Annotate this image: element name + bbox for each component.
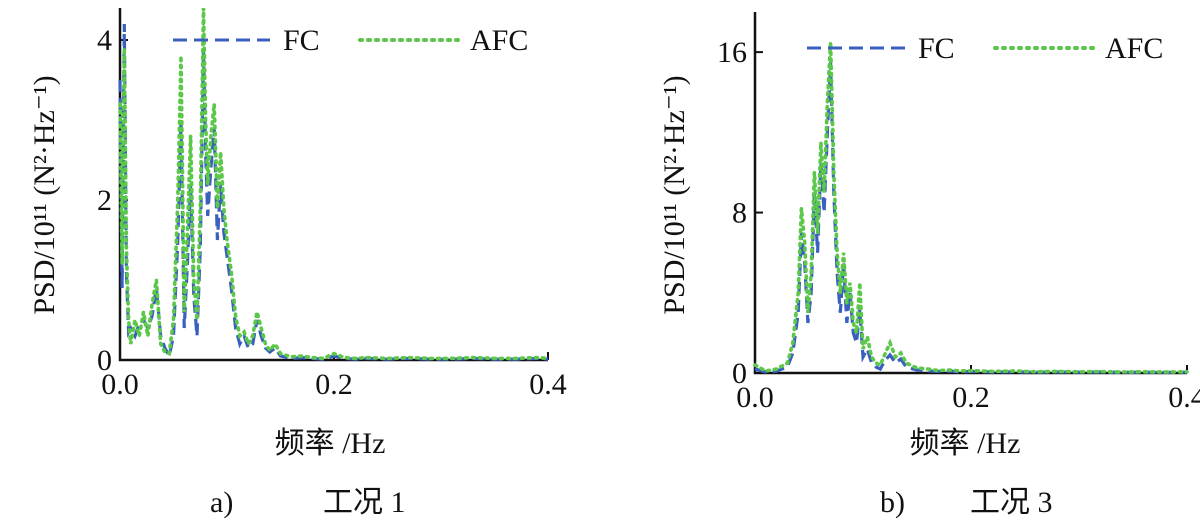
y-axis-label-b: PSD/10¹¹ (N²·Hz⁻¹): [658, 75, 691, 314]
legend-afc-label-b: AFC: [1105, 32, 1163, 65]
series-afc-line-a: [118, 7, 550, 361]
y-tick-label-a: 0: [97, 344, 112, 377]
legend-fc-label-b: FC: [918, 32, 955, 65]
series-afc-line-b: [753, 42, 1189, 374]
y-tick-label-b: 16: [717, 36, 747, 69]
x-axis-label-a: 频率 /Hz: [275, 427, 386, 460]
y-tick-label-b: 8: [732, 197, 747, 230]
x-axis-label-b: 频率 /Hz: [910, 427, 1021, 460]
y-axis-label-a: PSD/10¹¹ (N²·Hz⁻¹): [28, 75, 61, 314]
legend-b: FC AFC: [807, 32, 1163, 65]
caption-b: 工况 3: [970, 486, 1053, 519]
x-tick-label-a: 0.0: [101, 368, 139, 401]
y-tick-label-a: 2: [97, 184, 112, 217]
legend-fc-label-a: FC: [283, 24, 320, 57]
y-tick-label-b: 0: [732, 357, 747, 390]
x-tick-label-b: 0.2: [952, 381, 990, 414]
panel-label-a: a): [210, 486, 233, 519]
panel-b: PSD/10¹¹ (N²·Hz⁻¹) 0 8 16 0.0 0.2 0.4 FC AFC…: [658, 12, 1200, 519]
caption-a: 工况 1: [323, 486, 406, 519]
panel-a: PSD/10¹¹ (N²·Hz⁻¹) 024 0.0 0.2 0.4 FC AFC …: [28, 7, 567, 519]
panel-label-b: b): [880, 486, 905, 519]
x-tick-label-b: 0.0: [736, 381, 774, 414]
x-tick-label-b: 0.4: [1168, 381, 1200, 414]
legend-afc-label-a: AFC: [470, 24, 528, 57]
x-tick-label-a: 0.4: [529, 368, 567, 401]
x-tick-label-a: 0.2: [315, 368, 353, 401]
y-tick-label-a: 4: [97, 24, 112, 57]
legend-a: FC AFC: [173, 24, 528, 57]
